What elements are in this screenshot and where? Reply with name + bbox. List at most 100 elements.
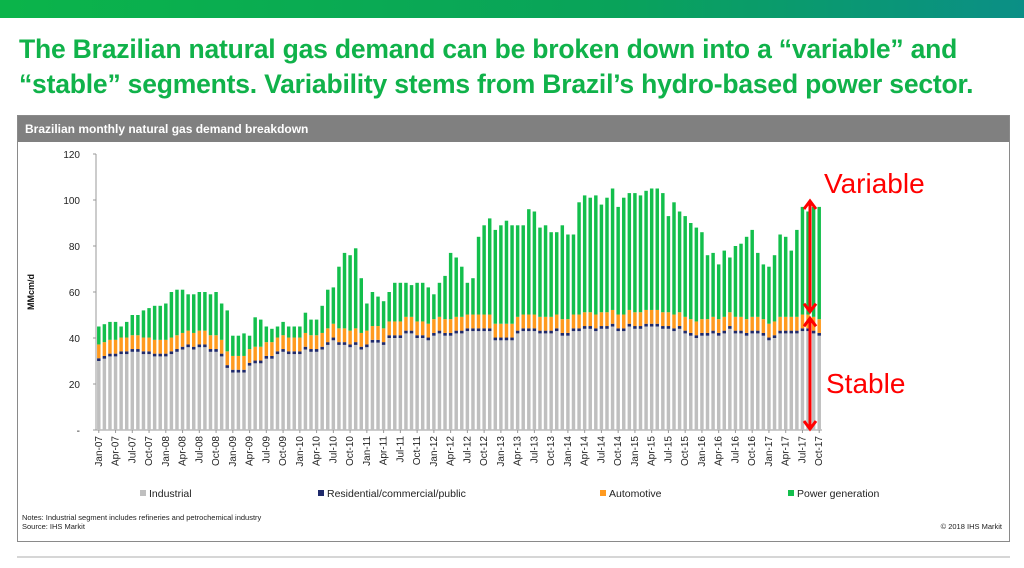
bar-industrial — [164, 356, 168, 430]
bar-residential-commercial-public — [264, 355, 269, 359]
bar-industrial — [622, 331, 626, 430]
bar-automotive — [186, 330, 190, 345]
bar-automotive — [113, 339, 118, 354]
bar-industrial — [286, 354, 291, 430]
bar-automotive — [102, 342, 107, 356]
bar-industrial — [504, 340, 509, 430]
bar-industrial — [778, 333, 782, 430]
bar-power-generation — [672, 202, 676, 315]
x-tick-label: Jan-09 — [228, 436, 239, 467]
bar-power-generation — [694, 227, 699, 322]
bar-power-generation — [152, 305, 157, 340]
x-tick-label: Apr-14 — [580, 436, 591, 466]
bar-industrial — [219, 356, 224, 430]
bar-automotive — [499, 323, 503, 338]
bar-power-generation — [320, 305, 324, 333]
bar-industrial — [208, 351, 213, 430]
bar-residential-commercial-public — [487, 328, 492, 332]
bar-automotive — [622, 314, 626, 329]
bar-power-generation — [331, 287, 336, 324]
bar-residential-commercial-public — [281, 349, 285, 352]
bar-automotive — [538, 316, 542, 331]
bar-residential-commercial-public — [398, 335, 403, 338]
bar-residential-commercial-public — [113, 353, 118, 357]
bar-automotive — [437, 316, 442, 331]
bar-residential-commercial-public — [203, 344, 207, 348]
x-tick-label: Jul-17 — [797, 436, 808, 464]
bar-residential-commercial-public — [560, 332, 565, 336]
bar-automotive — [700, 319, 704, 333]
bar-power-generation — [381, 301, 386, 329]
x-tick-label: Oct-09 — [278, 436, 289, 466]
bar-residential-commercial-public — [789, 330, 794, 334]
bar-power-generation — [750, 229, 754, 317]
bar-power-generation — [487, 218, 492, 315]
bar-industrial — [756, 333, 760, 430]
bar-industrial — [750, 333, 754, 430]
bar-power-generation — [577, 202, 581, 315]
bar-industrial — [649, 326, 654, 430]
bar-automotive — [214, 335, 218, 350]
bar-power-generation — [208, 294, 213, 336]
x-tick-label: Jan-16 — [697, 436, 708, 467]
y-tick-label: 60 — [69, 288, 81, 299]
bar-automotive — [689, 319, 693, 333]
bar-automotive — [136, 335, 140, 350]
bar-automotive — [175, 335, 179, 350]
bar-automotive — [124, 337, 129, 352]
bar-automotive — [309, 335, 313, 350]
bar-automotive — [549, 316, 553, 331]
bar-industrial — [783, 333, 788, 430]
bar-automotive — [476, 314, 481, 329]
bar-automotive — [560, 319, 565, 333]
variable-arrow-head-up — [802, 198, 818, 210]
bar-industrial — [281, 351, 285, 430]
bar-industrial — [342, 344, 347, 430]
bar-industrial — [398, 338, 403, 430]
bar-industrial — [560, 335, 565, 430]
bar-industrial — [141, 354, 146, 430]
bar-automotive — [203, 330, 207, 345]
bar-residential-commercial-public — [465, 328, 470, 332]
bar-industrial — [599, 328, 604, 430]
bar-automotive — [342, 328, 347, 343]
footer-divider — [17, 556, 1010, 558]
bar-residential-commercial-public — [716, 332, 721, 336]
bar-industrial — [661, 328, 665, 430]
bar-residential-commercial-public — [147, 351, 151, 355]
bar-industrial — [242, 372, 246, 430]
bar-power-generation — [264, 326, 269, 343]
bar-power-generation — [560, 225, 565, 320]
bar-industrial — [270, 358, 274, 430]
bar-automotive — [404, 316, 408, 331]
x-tick-label: Jan-14 — [563, 436, 574, 467]
bar-industrial — [353, 344, 358, 430]
legend-label: Automotive — [609, 488, 662, 500]
bar-residential-commercial-public — [426, 337, 431, 341]
bar-industrial — [694, 338, 699, 430]
x-tick-label: Jul-08 — [194, 436, 205, 464]
bar-automotive — [337, 328, 341, 343]
bar-power-generation — [420, 282, 425, 322]
bar-residential-commercial-public — [259, 360, 263, 364]
bar-industrial — [761, 335, 766, 430]
bar-residential-commercial-public — [342, 342, 347, 345]
bar-industrial — [499, 340, 503, 430]
bar-power-generation — [700, 232, 704, 320]
bar-automotive — [722, 316, 727, 331]
bar-industrial — [158, 356, 162, 430]
x-tick-label: Jul-11 — [395, 436, 406, 463]
bar-automotive — [348, 330, 352, 345]
bar-power-generation — [633, 193, 637, 313]
x-tick-label: Oct-10 — [345, 436, 356, 466]
bar-residential-commercial-public — [236, 369, 241, 373]
bar-automotive — [610, 309, 615, 324]
bar-residential-commercial-public — [493, 337, 498, 341]
bar-residential-commercial-public — [136, 349, 140, 352]
bar-power-generation — [286, 326, 291, 338]
bar-industrial — [309, 351, 313, 430]
bar-power-generation — [582, 195, 587, 313]
bar-automotive — [448, 319, 453, 333]
bar-power-generation — [683, 216, 687, 317]
bar-automotive — [566, 319, 570, 333]
